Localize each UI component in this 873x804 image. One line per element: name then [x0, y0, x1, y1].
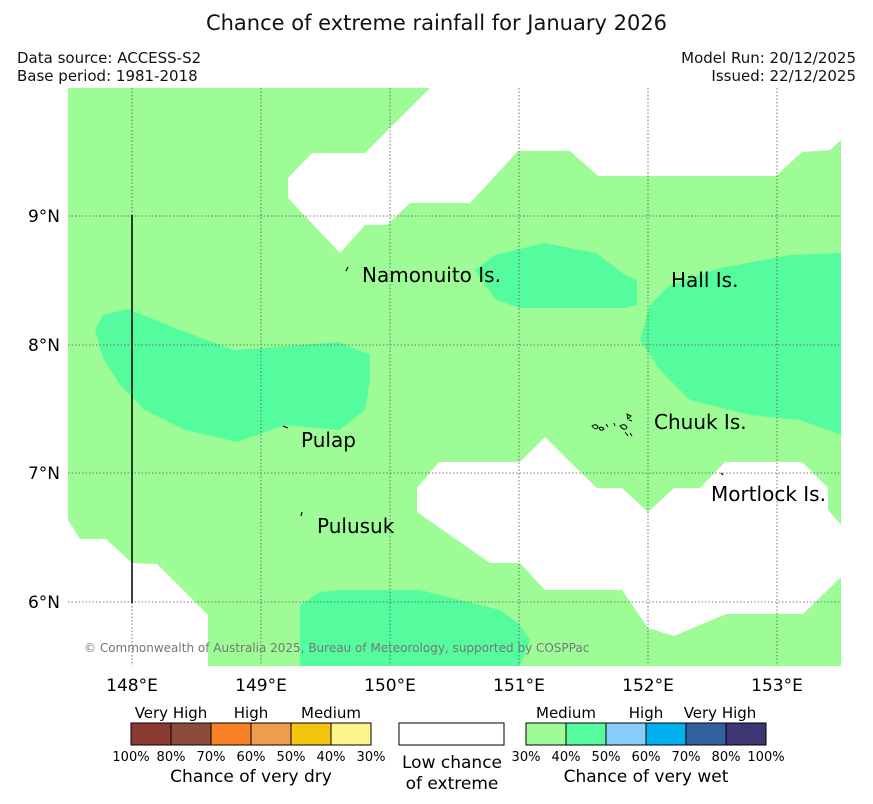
wet-scale: 30% 40% 50% 60% 70% 80% 100% Medium High Very Hig…: [512, 704, 785, 787]
dry-scale: 100% 80% 70% 60% 50% 40% 30% Very High High Mediu…: [112, 704, 385, 787]
scale-swatch: [250, 722, 292, 746]
scale-label: Chance of very dry: [170, 767, 332, 787]
copyright-notice: © Commonwealth of Australia 2025, Bureau…: [84, 641, 589, 655]
label-chuuk: Chuuk Is.: [654, 410, 747, 434]
scale-tick: 100%: [112, 750, 149, 765]
scale-tick: 30%: [357, 750, 386, 765]
base-period: Base period: 1981-2018: [17, 67, 198, 85]
low-chance-area-east: [417, 437, 841, 636]
scale-category: High: [629, 704, 663, 722]
issued-date: Issued: 22/12/2025: [711, 67, 856, 85]
namonuito-island-shape: [345, 266, 349, 272]
grid-lines: [68, 88, 841, 666]
scale-swatch: [525, 722, 567, 746]
scale-tick: 80%: [712, 750, 741, 765]
low-chance-label-1: Low chance: [402, 753, 502, 773]
low-chance-swatch: [398, 722, 505, 746]
lat-label: 7°N: [28, 464, 60, 484]
lon-label: 153°E: [751, 676, 803, 696]
lat-label: 9°N: [28, 207, 60, 227]
label-pulap: Pulap: [301, 428, 356, 452]
mortlock-island-shape: [720, 472, 724, 476]
label-pulusuk: Pulusuk: [317, 514, 395, 538]
lon-label: 151°E: [493, 676, 545, 696]
scale-swatch: [290, 722, 332, 746]
wet-area-north: [475, 243, 637, 308]
scale-tick: 80%: [157, 750, 186, 765]
scale-tick: 60%: [632, 750, 661, 765]
scale-tick: 50%: [277, 750, 306, 765]
meta-right: Model Run: 20/12/2025 Issued: 22/12/2025: [681, 49, 856, 85]
scale-tick: 40%: [552, 750, 581, 765]
pulap-island-shape: [282, 425, 289, 429]
scale-tick: 40%: [317, 750, 346, 765]
label-hall: Hall Is.: [671, 268, 738, 292]
scale-tick: 100%: [747, 750, 784, 765]
scale-category: Very High: [135, 704, 208, 722]
label-namonuito: Namonuito Is.: [362, 263, 501, 287]
scale-swatch: [565, 722, 607, 746]
wet-area-east: [640, 253, 841, 435]
scale-label: Chance of very wet: [564, 767, 729, 787]
scale-swatch: [645, 722, 687, 746]
scale-tick: 50%: [592, 750, 621, 765]
wet-area-west: [95, 309, 370, 442]
scale-swatch: [605, 722, 647, 746]
scale-tick: 70%: [197, 750, 226, 765]
map-title: Chance of extreme rainfall for January 2…: [205, 11, 668, 35]
scale-swatch: [685, 722, 727, 746]
data-source: Data source: ACCESS-S2: [17, 49, 202, 67]
scale-category: High: [234, 704, 268, 722]
scale-swatch: [170, 722, 212, 746]
scale-swatch: [210, 722, 252, 746]
low-chance-area-north: [288, 88, 841, 253]
low-chance-label-2: of extreme: [406, 774, 499, 794]
lon-label: 149°E: [235, 676, 287, 696]
model-run: Model Run: 20/12/2025: [681, 49, 856, 67]
lat-label: 8°N: [28, 336, 60, 356]
chuuk-islands-shape: [591, 413, 633, 437]
latitude-labels: 9°N 8°N 7°N 6°N: [28, 207, 60, 613]
scale-swatch: [725, 722, 767, 746]
lon-label: 148°E: [106, 676, 158, 696]
lon-label: 152°E: [622, 676, 674, 696]
scale-category: Medium: [301, 704, 361, 722]
scale-category: Medium: [536, 704, 596, 722]
scale-tick: 30%: [512, 750, 541, 765]
wet-area-south: [300, 590, 530, 666]
low-chance-area-southwest: [68, 520, 208, 666]
scale-tick: 60%: [237, 750, 266, 765]
scale-swatch: [130, 722, 172, 746]
scale-tick: 70%: [672, 750, 701, 765]
lat-label: 6°N: [28, 593, 60, 613]
meta-left: Data source: ACCESS-S2 Base period: 1981…: [17, 49, 201, 85]
longitude-labels: 148°E 149°E 150°E 151°E 152°E 153°E: [106, 676, 803, 696]
lon-label: 150°E: [364, 676, 416, 696]
scale-swatch: [330, 722, 372, 746]
label-mortlock: Mortlock Is.: [711, 482, 826, 506]
scale-category: Very High: [684, 704, 757, 722]
pulusuk-island-shape: [300, 511, 303, 517]
